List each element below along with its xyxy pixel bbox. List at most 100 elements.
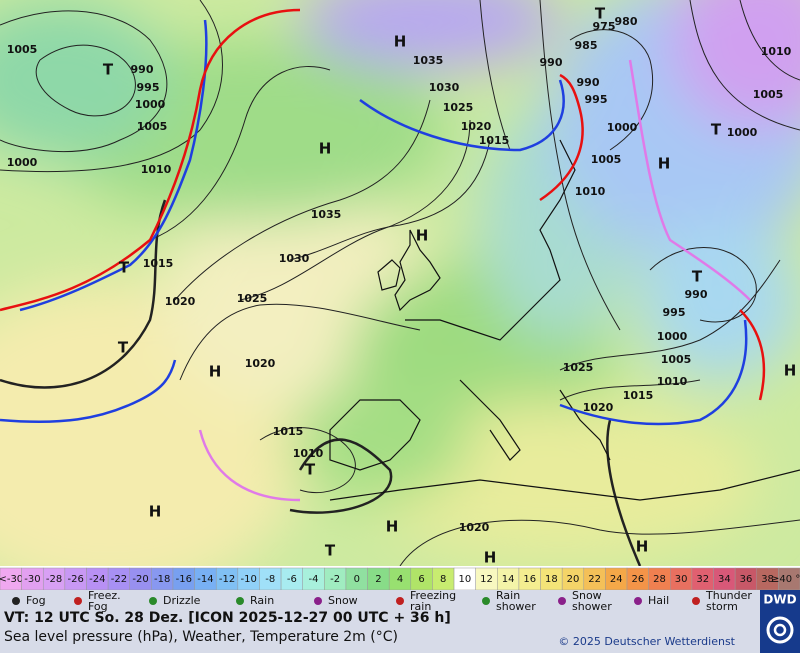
pressure-center: T — [692, 268, 703, 286]
weather-label: Freez. Fog — [88, 589, 121, 613]
pressure-label: 1030 — [279, 252, 310, 265]
scale-label: -20 — [132, 574, 148, 585]
isobars — [0, 0, 800, 566]
scale-label: 28 — [653, 574, 666, 585]
pressure-label: 1030 — [429, 81, 460, 94]
pressure-label: 1005 — [137, 120, 168, 133]
map — [0, 0, 800, 566]
scale-label: 36 — [740, 574, 753, 585]
pressure-center: T — [595, 5, 606, 23]
scale-label: 2 — [375, 574, 381, 585]
coastlines — [329, 139, 800, 501]
pressure-label: 1035 — [413, 54, 444, 67]
valid-time: VT: 12 UTC So. 28 Dez. [ICON 2025-12-27 … — [4, 610, 451, 626]
scale-label: 12 — [480, 574, 493, 585]
scale-label: -4 — [309, 574, 319, 585]
pressure-center: H — [209, 363, 222, 381]
pressure-label: 1015 — [623, 389, 654, 402]
pressure-label: 1020 — [165, 295, 196, 308]
pressure-label: 1025 — [443, 101, 474, 114]
pressure-label: 990 — [685, 288, 708, 301]
weather-icon — [12, 597, 20, 605]
temperature-scale: <-30 -30 -28 -26 -24 -22 -20 -18 -16 -14 -12 -10 -8-… — [0, 567, 800, 591]
pressure-center: T — [118, 339, 129, 357]
pressure-label: 995 — [585, 93, 608, 106]
pressure-label: 1035 — [311, 208, 342, 221]
scale-label: -6 — [287, 574, 297, 585]
pressure-center: H — [784, 362, 797, 380]
pressure-center: H — [149, 503, 162, 521]
pressure-center: T — [119, 259, 130, 277]
pressure-label: 1010 — [575, 185, 606, 198]
pressure-label: 1015 — [479, 134, 510, 147]
weather-label: Snow shower — [572, 589, 612, 613]
scale-label: -12 — [219, 574, 235, 585]
pressure-label: 1020 — [459, 521, 490, 534]
weather-icon — [692, 597, 700, 605]
pressure-center: T — [103, 61, 114, 79]
pressure-label: 1005 — [7, 43, 38, 56]
scale-label: 26 — [631, 574, 644, 585]
pressure-label: 1005 — [591, 153, 622, 166]
legend-background — [0, 590, 760, 612]
weather-icon — [558, 597, 566, 605]
pressure-label: 1005 — [661, 353, 692, 366]
weather-label: Fog — [26, 594, 46, 607]
scale-label: 10 — [458, 574, 471, 585]
pressure-center: T — [711, 121, 722, 139]
scale-label: -28 — [46, 574, 62, 585]
weather-label: Rain shower — [496, 589, 536, 613]
logo-text: DWD — [763, 593, 796, 607]
pressure-center: T — [305, 461, 316, 479]
scale-label: 34 — [718, 574, 731, 585]
pressure-label: 990 — [540, 56, 563, 69]
scale-label: 22 — [588, 574, 601, 585]
temperature-field — [0, 0, 800, 566]
weather-icon — [634, 597, 642, 605]
scale-label: -18 — [154, 574, 170, 585]
pressure-label: 985 — [575, 39, 598, 52]
scale-label: 30 — [675, 574, 688, 585]
pressure-label: 1020 — [583, 401, 614, 414]
map-labels: 1005 990 995 1000 1005 1000 1010 1015 1020 1025 10… — [7, 5, 797, 567]
pressure-label: 1000 — [7, 156, 38, 169]
scale-label: 6 — [418, 574, 424, 585]
scale-label: -8 — [265, 574, 275, 585]
scale-label: 18 — [545, 574, 558, 585]
pressure-label: 1000 — [135, 98, 166, 111]
scale-label: 24 — [610, 574, 623, 585]
pressure-label: 990 — [577, 76, 600, 89]
copyright: © 2025 Deutscher Wetterdienst — [558, 635, 735, 648]
fronts — [0, 8, 766, 502]
pressure-label: 980 — [615, 15, 638, 28]
weather-icon — [314, 597, 322, 605]
scale-label: 20 — [567, 574, 580, 585]
pressure-center: H — [484, 549, 497, 567]
scale-label: -16 — [176, 574, 192, 585]
weather-icon — [236, 597, 244, 605]
pressure-center: H — [386, 518, 399, 536]
weather-label: Freezing rain — [410, 589, 456, 613]
weather-icon — [149, 597, 157, 605]
scale-label: 8 — [440, 574, 446, 585]
scale-label: ≥40 °C — [771, 574, 800, 585]
weather-label: Thunder storm — [705, 589, 752, 613]
pressure-center: H — [394, 33, 407, 51]
weather-legend: Fog Freez. Fog Drizzle Rain Snow Freezing rain R… — [0, 589, 760, 613]
pressure-label: 1015 — [273, 425, 304, 438]
pressure-center: H — [319, 140, 332, 158]
logo-swirl-inner — [773, 623, 787, 637]
scale-label: 32 — [696, 574, 709, 585]
scale-label: -14 — [197, 574, 213, 585]
scale-label: -10 — [240, 574, 256, 585]
weather-label: Snow — [328, 594, 358, 607]
pressure-label: 990 — [131, 63, 154, 76]
scale-label: -2 — [330, 574, 340, 585]
logo-swirl — [766, 616, 794, 644]
weather-icon — [74, 597, 82, 605]
pressure-label: 1005 — [753, 88, 784, 101]
pressure-label: 1010 — [141, 163, 172, 176]
weather-label: Rain — [250, 594, 274, 607]
scale-label: 38 — [761, 574, 774, 585]
